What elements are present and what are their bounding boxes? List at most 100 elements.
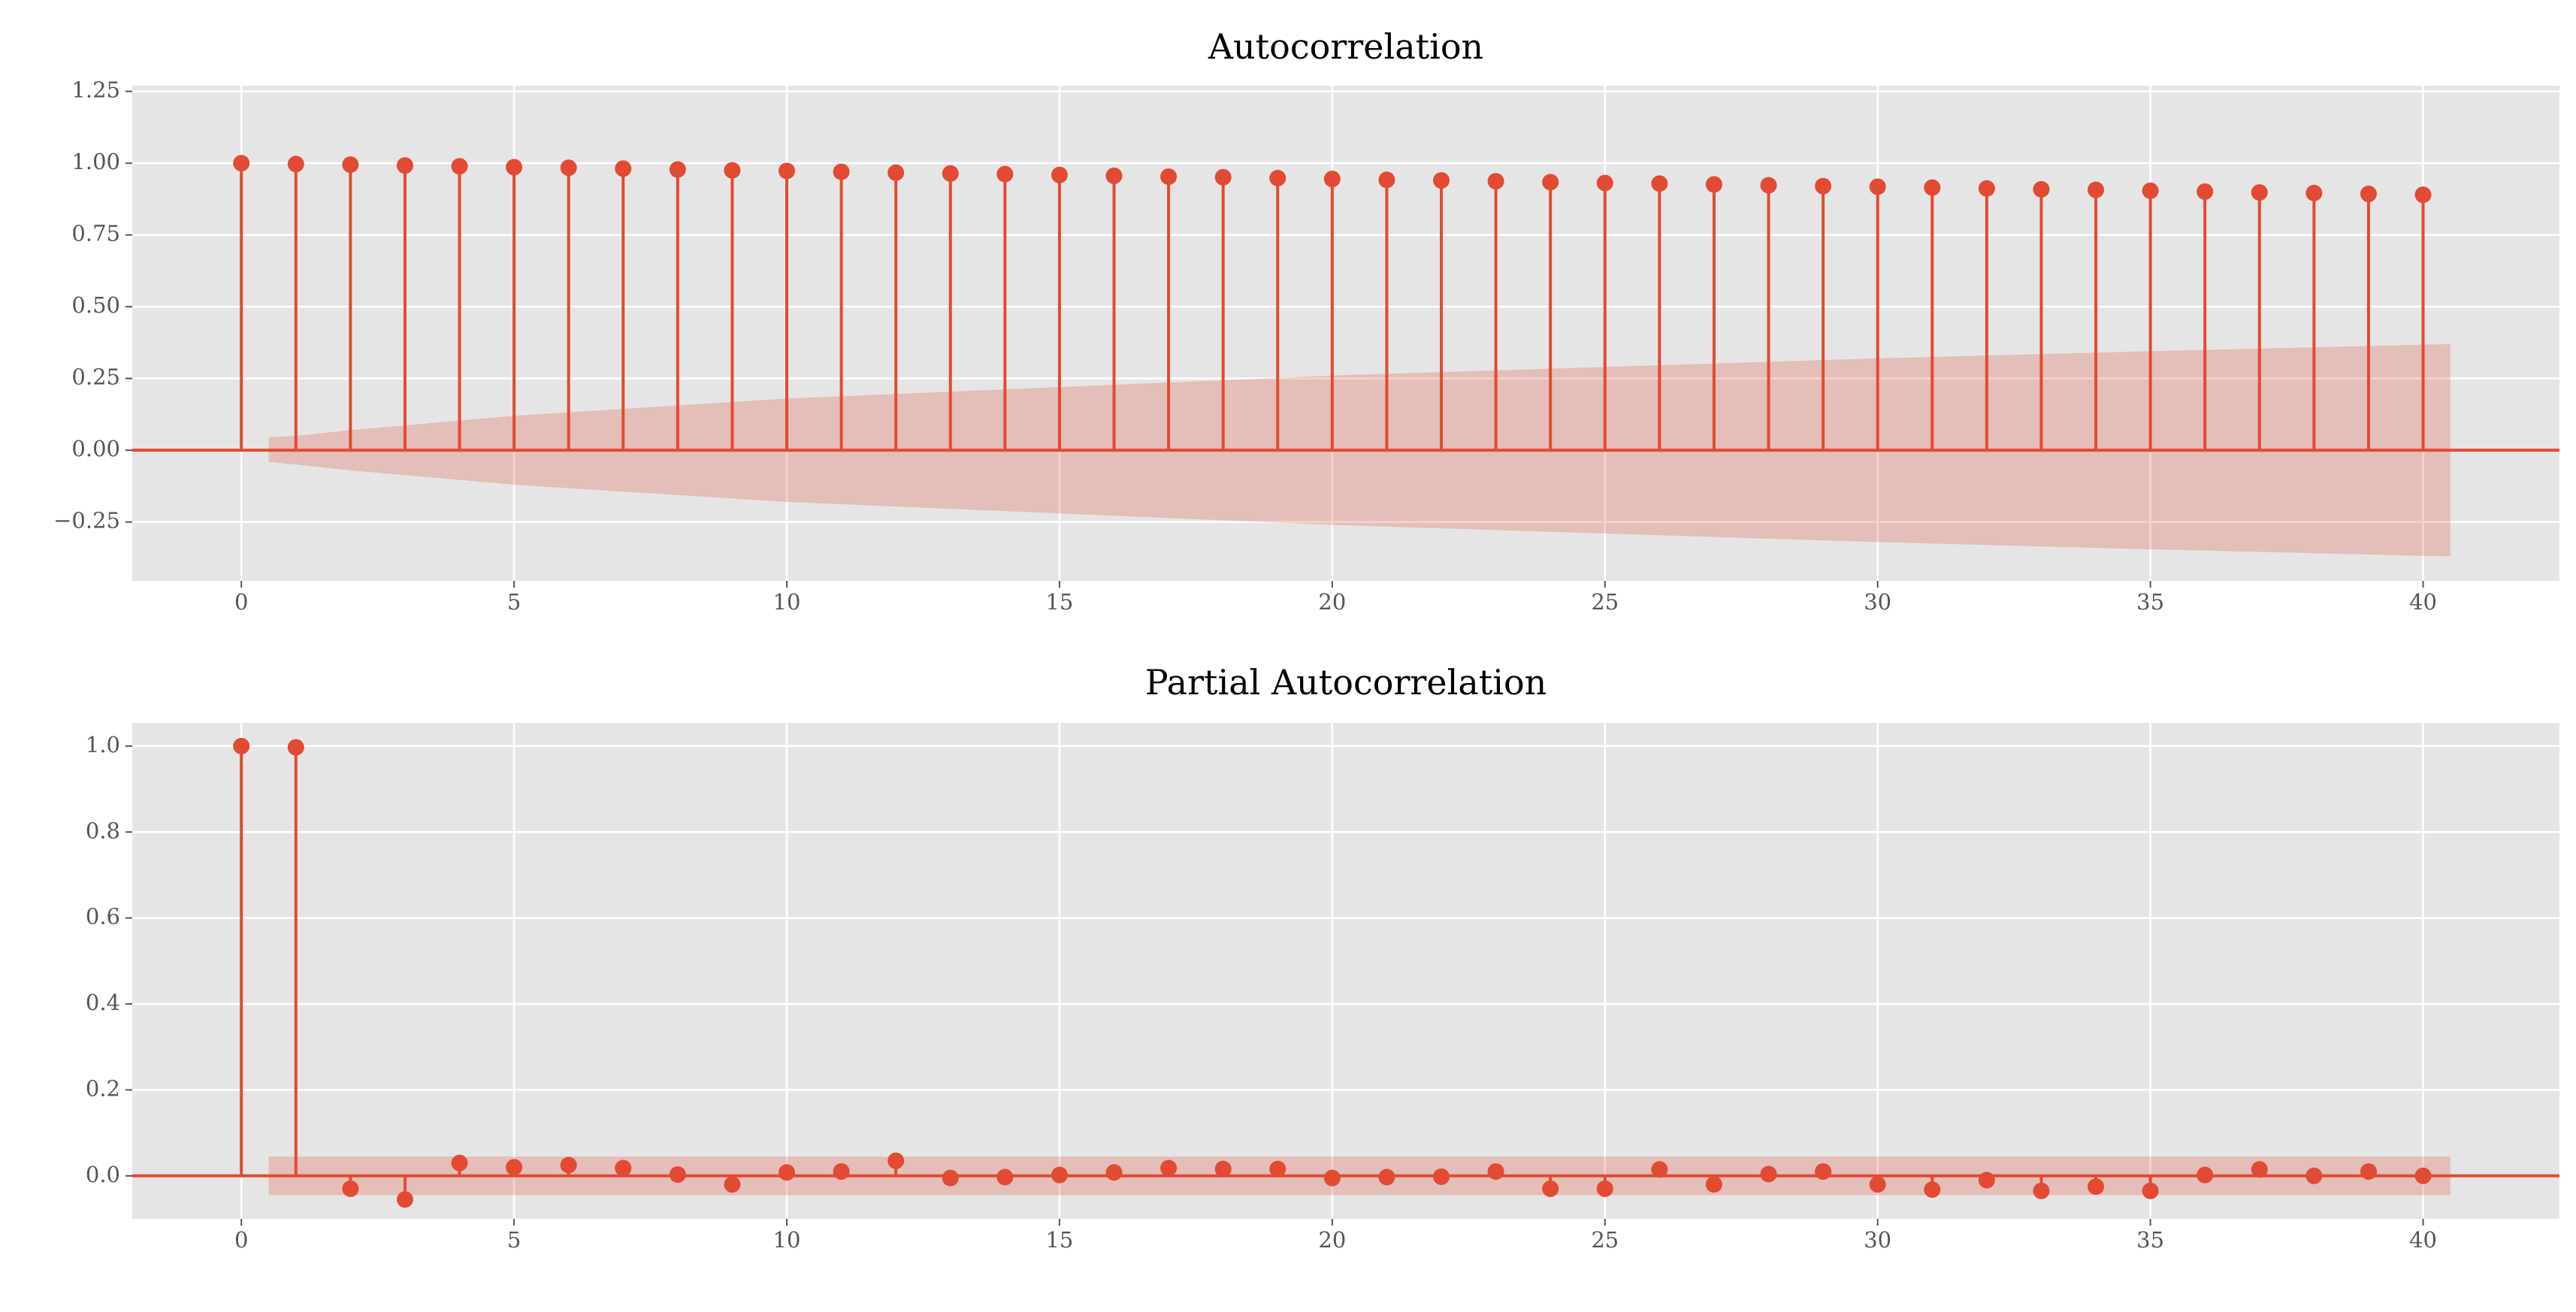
stem-marker — [2414, 1167, 2432, 1184]
stem-marker — [833, 163, 850, 180]
stem-marker — [2088, 1178, 2105, 1196]
stem-marker — [996, 1168, 1014, 1186]
stem-marker — [1433, 172, 1450, 189]
stem-marker — [1487, 1163, 1504, 1180]
stem-marker — [779, 1164, 796, 1181]
stem-marker — [887, 164, 905, 181]
x-tick-label: 15 — [1045, 1227, 1073, 1253]
stem-marker — [287, 739, 304, 756]
x-tick-label: 20 — [1318, 589, 1346, 615]
x-tick-label: 0 — [234, 1227, 248, 1253]
stem-marker — [669, 1166, 686, 1184]
stem-marker — [1433, 1168, 1450, 1185]
stem-marker — [1051, 1166, 1068, 1184]
stem-marker — [1815, 177, 1832, 195]
x-tick-label: 35 — [2136, 589, 2164, 615]
stem-marker — [1705, 1176, 1722, 1193]
stem-marker — [615, 1159, 632, 1177]
stem-marker — [1542, 174, 1559, 191]
x-tick-label: 30 — [1864, 589, 1891, 615]
stem-marker — [996, 165, 1014, 183]
stem-marker — [1487, 173, 1504, 190]
chart-title: Autocorrelation — [1208, 26, 1483, 67]
x-tick-label: 40 — [2409, 1227, 2437, 1253]
y-tick-label: 1.25 — [71, 77, 120, 103]
stem-marker — [1269, 1160, 1286, 1177]
stem-marker — [2360, 1163, 2377, 1180]
y-tick-label: 0.50 — [71, 292, 120, 318]
stem-marker — [1978, 180, 1995, 197]
stem-marker — [724, 1176, 741, 1193]
stem-marker — [1596, 1180, 1613, 1197]
y-tick-label: 0.4 — [86, 990, 120, 1015]
x-tick-label: 15 — [1045, 589, 1073, 615]
stem-marker — [779, 162, 796, 180]
stem-marker — [2360, 186, 2377, 203]
y-tick-label: 0.2 — [86, 1075, 120, 1101]
stem-marker — [1323, 171, 1341, 188]
stem-marker — [1214, 1160, 1232, 1177]
stem-marker — [1924, 1181, 1941, 1199]
stem-marker — [669, 161, 686, 178]
stem-marker — [506, 1159, 523, 1176]
stem-marker — [2088, 181, 2105, 198]
stem-marker — [615, 160, 632, 177]
stem-marker — [833, 1163, 850, 1180]
y-tick-label: 0.8 — [86, 818, 120, 843]
stem-marker — [2251, 1161, 2268, 1178]
stem-marker — [2033, 180, 2050, 198]
stem-marker — [1160, 1159, 1178, 1177]
y-tick-label: 0.6 — [86, 904, 120, 930]
stem-marker — [1269, 170, 1286, 187]
stem-marker — [942, 165, 959, 182]
stem-marker — [1214, 168, 1232, 186]
stem-marker — [1105, 167, 1123, 184]
y-tick-label: 0.00 — [71, 436, 120, 461]
x-tick-label: 20 — [1318, 1227, 1346, 1253]
plot-area — [132, 723, 2559, 1219]
x-tick-label: 0 — [234, 589, 248, 615]
stem-marker — [1869, 178, 1886, 195]
stem-marker — [1378, 1168, 1395, 1186]
stem-marker — [1705, 176, 1722, 193]
x-tick-label: 35 — [2136, 1227, 2164, 1253]
stem-marker — [1596, 174, 1613, 192]
stem-marker — [1323, 1169, 1341, 1187]
stem-marker — [2033, 1182, 2050, 1199]
stem-marker — [560, 1156, 577, 1174]
stem-marker — [1378, 171, 1395, 189]
y-tick-label: −0.25 — [53, 508, 120, 534]
stem-marker — [342, 156, 359, 174]
stem-marker — [1105, 1164, 1123, 1181]
stem-marker — [2197, 183, 2214, 200]
stem-marker — [451, 1154, 468, 1171]
x-tick-label: 10 — [773, 1227, 801, 1253]
y-tick-label: 0.25 — [71, 364, 120, 390]
stem-marker — [887, 1152, 905, 1169]
stem-marker — [506, 159, 523, 176]
stem-marker — [1542, 1180, 1559, 1197]
stem-marker — [2197, 1166, 2214, 1184]
stem-marker — [1051, 166, 1068, 183]
stem-marker — [2142, 1182, 2159, 1199]
stem-marker — [1760, 1165, 1777, 1183]
stem-marker — [2251, 184, 2268, 201]
stem-marker — [560, 159, 577, 177]
x-tick-label: 40 — [2409, 589, 2437, 615]
x-tick-label: 5 — [507, 1227, 521, 1253]
x-tick-label: 5 — [507, 589, 521, 615]
stem-marker — [233, 737, 250, 754]
stem-marker — [342, 1180, 359, 1197]
x-tick-label: 30 — [1864, 1227, 1891, 1253]
stem-marker — [233, 155, 250, 172]
y-tick-label: 0.0 — [86, 1162, 120, 1187]
stem-marker — [1160, 168, 1178, 186]
stem-marker — [2414, 186, 2432, 204]
stem-marker — [942, 1169, 959, 1187]
stem-marker — [724, 162, 741, 179]
stem-marker — [1760, 177, 1777, 194]
stem-marker — [396, 157, 413, 174]
stem-marker — [287, 156, 304, 173]
plot-area — [132, 86, 2559, 581]
